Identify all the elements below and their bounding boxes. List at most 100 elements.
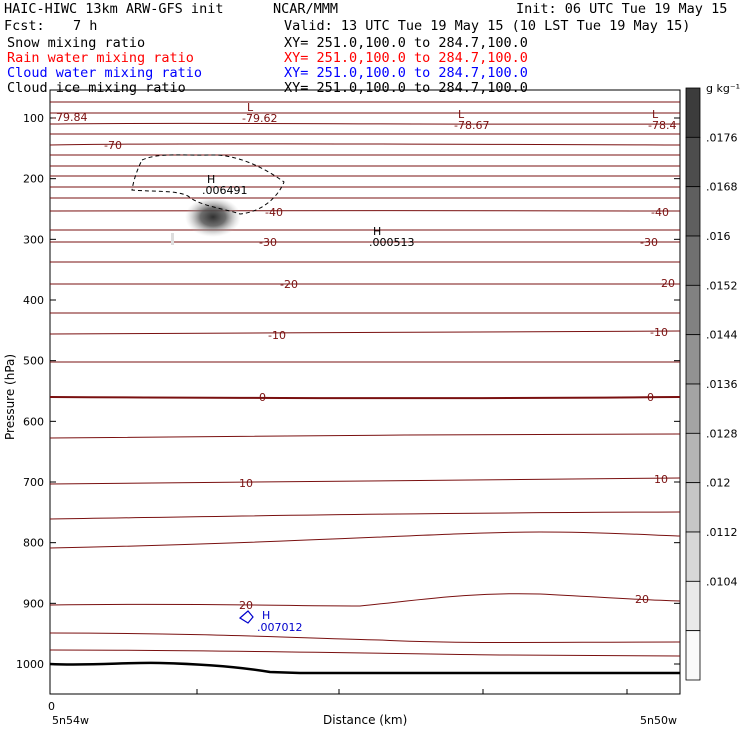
y-tick-label: 500 xyxy=(23,355,44,368)
temperature-contour-line xyxy=(50,632,680,643)
colorbar-tick-label: .0112 xyxy=(706,526,738,539)
low-marker: L xyxy=(247,101,254,114)
plot-frame xyxy=(49,89,681,695)
temperature-contour-line xyxy=(50,531,680,549)
contour-label: -30 xyxy=(640,236,658,249)
colorbar-swatch xyxy=(685,482,701,533)
contour-label: 10 xyxy=(654,473,668,486)
y-axis-title: Pressure (hPa) xyxy=(3,354,17,440)
contour-label: 0 xyxy=(259,391,266,404)
y-tick-label: 600 xyxy=(23,415,44,428)
high-value: .006491 xyxy=(202,184,248,197)
x-right-label: 5n50w xyxy=(640,714,677,727)
colorbar-tick-label: .0144 xyxy=(706,329,738,342)
y-tick-label: 800 xyxy=(23,537,44,550)
chart-title: HAIC-HIWC 13km ARW-GFS init xyxy=(4,1,224,17)
contour-label: -20 xyxy=(657,277,675,290)
colorbar-swatch xyxy=(685,235,701,286)
contour-label: 0 xyxy=(647,391,654,404)
low-value: -78.67 xyxy=(454,119,489,132)
valid-time: Valid: 13 UTC Tue 19 May 15 (10 LST Tue … xyxy=(284,18,691,34)
contour-label: -70 xyxy=(104,139,122,152)
colorbar-tick-label: .0176 xyxy=(706,131,738,144)
snow-shading xyxy=(185,197,241,237)
x-axis: 0 5n54w Distance (km) 5n50w xyxy=(48,689,677,727)
temperature-contours xyxy=(50,101,680,657)
colorbar-swatch xyxy=(685,580,701,632)
y-tick-label: 400 xyxy=(23,294,44,307)
field-rain-name: Rain water mixing ratio xyxy=(7,50,194,66)
temperature-contour-line xyxy=(50,593,680,607)
x-left-label: 5n54w xyxy=(52,714,89,727)
y-tick-label: 100 xyxy=(23,112,44,125)
terrain-line xyxy=(49,661,680,675)
high-value: .000513 xyxy=(369,236,415,249)
field-rain-xy: XY= 251.0,100.0 to 284.7,100.0 xyxy=(284,50,528,66)
low-value: -79.84 xyxy=(52,111,87,124)
field-cloudwater-xy: XY= 251.0,100.0 to 284.7,100.0 xyxy=(284,65,528,81)
field-ice-name: Cloud ice mixing ratio xyxy=(7,80,186,96)
high-value: .007012 xyxy=(257,621,303,634)
fcst-label: Fcst: xyxy=(4,18,45,34)
colorbar-tick-label: .016 xyxy=(706,230,731,243)
low-value: -79.62 xyxy=(242,112,277,125)
init-time: Init: 06 UTC Tue 19 May 15 xyxy=(516,1,728,17)
colorbar-swatch xyxy=(685,432,701,484)
temperature-contour-line xyxy=(50,122,680,125)
colorbar: g kg⁻¹ .0176 .0168 .016 .0152 .0144 .0136 .012… xyxy=(685,82,740,681)
colorbar-swatch xyxy=(685,87,701,138)
snow-shading-small xyxy=(171,233,174,245)
colorbar-swatch xyxy=(685,334,701,385)
temperature-contour-line xyxy=(50,330,680,335)
temperature-contour-line xyxy=(50,649,680,657)
contour-label: -40 xyxy=(265,206,283,219)
field-ice-xy: XY= 251.0,100.0 to 284.7,100.0 xyxy=(284,80,528,96)
org-label: NCAR/MMM xyxy=(273,1,339,17)
colorbar-swatch xyxy=(685,383,701,434)
colorbar-swatch xyxy=(685,136,701,188)
high-marker: H xyxy=(207,173,215,186)
temperature-contour-line xyxy=(50,433,680,439)
contour-label: 20 xyxy=(635,593,649,606)
colorbar-swatch xyxy=(685,531,701,582)
colorbar-tick-label: .0136 xyxy=(706,378,738,391)
contour-label: 20 xyxy=(239,599,253,612)
contour-label: -20 xyxy=(280,278,298,291)
contour-label: -30 xyxy=(259,236,277,249)
field-snow-xy: XY= 251.0,100.0 to 284.7,100.0 xyxy=(284,35,528,51)
cloud-ice-contour xyxy=(131,154,285,215)
y-tick-label: 1000 xyxy=(16,658,44,671)
high-marker: H xyxy=(373,225,381,238)
contour-label: -40 xyxy=(651,206,669,219)
colorbar-swatch xyxy=(685,186,701,237)
y-tick-label: 900 xyxy=(23,597,44,610)
colorbar-tick-label: .0152 xyxy=(706,279,738,292)
temperature-contour-line xyxy=(50,477,680,485)
fcst-value: 7 h xyxy=(73,18,98,34)
contour-labels: -70 -40 -40 -30 -30 -20 -20 -10 -10 0 0 … xyxy=(104,139,675,612)
contour-label: -10 xyxy=(268,329,286,342)
colorbar-swatch xyxy=(685,630,701,681)
colorbar-tick-label: .012 xyxy=(706,477,731,490)
extrema-labels: -79.84 L -79.62 L -78.67 L -78.4 H .0064… xyxy=(52,101,676,634)
cloud-water-contour xyxy=(238,610,254,624)
contour-label: 10 xyxy=(239,477,253,490)
field-snow-name: Snow mixing ratio xyxy=(7,35,146,51)
y-tick-label: 700 xyxy=(23,476,44,489)
y-tick-label: 200 xyxy=(23,173,44,186)
colorbar-tick-label: .0104 xyxy=(706,575,738,588)
high-marker: H xyxy=(262,609,270,622)
field-cloudwater-name: Cloud water mixing ratio xyxy=(7,65,203,81)
low-value: -78.4 xyxy=(648,119,676,132)
colorbar-tick-label: .0128 xyxy=(706,427,738,440)
low-marker: L xyxy=(458,108,465,121)
contour-label: -10 xyxy=(650,326,668,339)
colorbar-tick-label: .0168 xyxy=(706,181,738,194)
low-marker: L xyxy=(652,108,659,121)
y-tick-label: 300 xyxy=(23,233,44,246)
colorbar-unit: g kg⁻¹ xyxy=(706,82,740,95)
x-start-tick: 0 xyxy=(48,700,55,713)
zero-degree-contour xyxy=(50,396,680,400)
